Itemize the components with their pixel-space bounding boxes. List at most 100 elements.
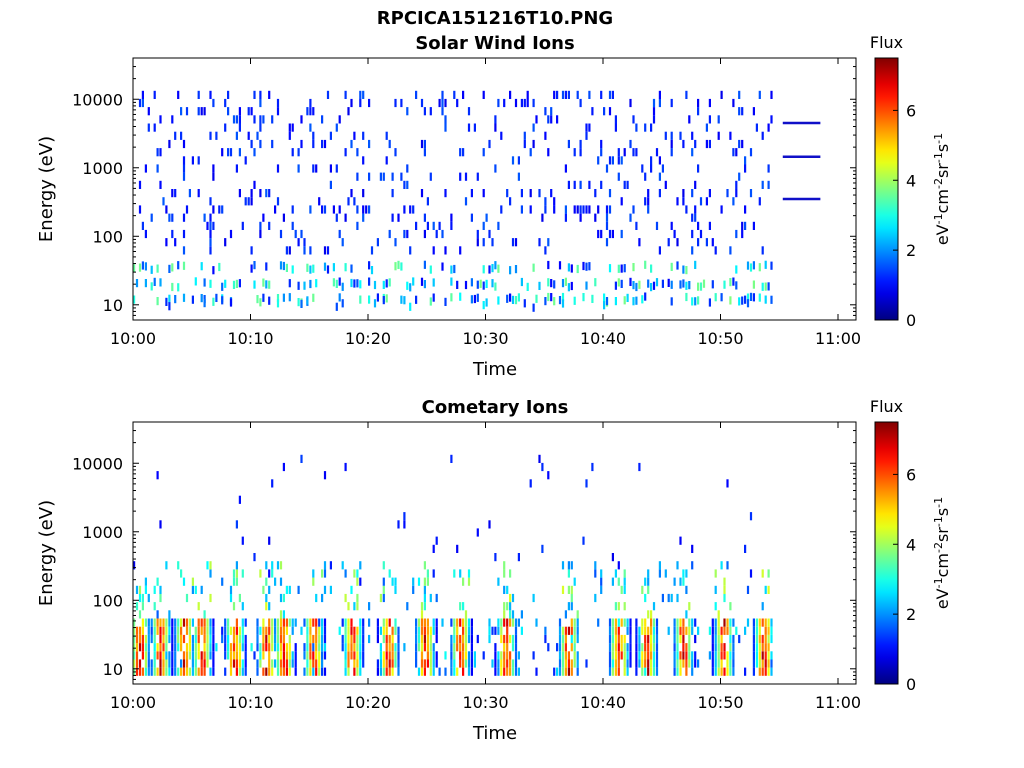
heatmap-cell — [514, 626, 518, 635]
heatmap-cell — [729, 659, 732, 668]
heatmap-cell — [250, 197, 253, 206]
heatmap-cell — [265, 189, 268, 198]
heatmap-cell — [344, 263, 347, 272]
heatmap-cell — [141, 90, 144, 99]
heatmap-cell — [165, 659, 168, 668]
heatmap-cell — [335, 123, 338, 132]
heatmap-cell — [238, 107, 241, 116]
heatmap-cell — [309, 626, 312, 635]
heatmap-cell — [600, 148, 603, 157]
heatmap-cell — [294, 618, 297, 627]
heatmap-cell — [229, 659, 233, 668]
heatmap-cell — [459, 618, 462, 627]
heatmap-cell — [611, 651, 614, 660]
heatmap-cell — [423, 280, 426, 289]
heatmap-cell — [235, 520, 238, 529]
heatmap-cell — [338, 626, 341, 635]
heatmap-cell — [579, 213, 582, 222]
heatmap-cell — [632, 115, 635, 124]
heatmap-cell — [420, 602, 424, 611]
heatmap-cell — [235, 667, 238, 676]
heatmap-cell — [608, 626, 612, 635]
heatmap-cell — [168, 659, 171, 668]
heatmap-cell — [770, 667, 773, 676]
heatmap-cell — [344, 213, 347, 222]
heatmap-cell — [588, 90, 591, 99]
heatmap-cell — [685, 610, 688, 619]
heatmap-cell — [153, 618, 156, 627]
heatmap-cell — [329, 180, 332, 189]
heatmap-cell — [476, 238, 479, 247]
heatmap-cell — [373, 299, 377, 308]
heatmap-cell — [682, 577, 685, 586]
heatmap-cell — [570, 626, 573, 635]
heatmap-cell — [197, 602, 200, 611]
heatmap-cell — [670, 221, 673, 230]
heatmap-cell — [259, 229, 262, 239]
heatmap-cell — [476, 634, 479, 644]
heatmap-cell — [165, 667, 168, 676]
heatmap-cell — [306, 667, 309, 676]
heatmap-cell — [353, 131, 356, 140]
heatmap-cell — [608, 667, 612, 676]
heatmap-cell — [171, 282, 174, 292]
heatmap-cell — [503, 651, 506, 660]
heatmap-cell — [623, 643, 626, 652]
heatmap-cell — [321, 634, 324, 644]
x-tick-label: 10:40 — [580, 693, 626, 712]
heatmap-cell — [758, 634, 761, 644]
heatmap-cell — [221, 205, 224, 214]
heatmap-cell — [503, 98, 506, 108]
heatmap-cell — [423, 213, 426, 222]
heatmap-cell — [432, 221, 435, 230]
heatmap-cell — [250, 189, 253, 198]
heatmap-cell — [632, 281, 635, 290]
heatmap-cell — [623, 667, 626, 676]
heatmap-cell — [629, 98, 632, 108]
heatmap-cell — [661, 279, 664, 288]
heatmap-cell — [133, 643, 136, 652]
heatmap-cell — [691, 561, 694, 570]
heatmap-cell — [682, 651, 685, 660]
heatmap-cell — [729, 667, 732, 676]
heatmap-cell — [323, 471, 327, 480]
heatmap-cell — [159, 634, 162, 644]
heatmap-cell — [752, 659, 755, 668]
heatmap-cell — [732, 651, 735, 660]
heatmap-cell — [312, 577, 315, 586]
heatmap-cell — [279, 577, 283, 586]
heatmap-cell — [682, 618, 685, 627]
heatmap-cell — [614, 281, 617, 290]
heatmap-cell — [326, 90, 330, 99]
heatmap-cell — [174, 659, 177, 668]
heatmap-cell — [191, 295, 194, 304]
heatmap-cell — [156, 618, 159, 627]
heatmap-cell — [564, 90, 567, 99]
heatmap-cell — [691, 148, 694, 157]
heatmap-cell — [253, 148, 256, 157]
heatmap-cell — [664, 131, 667, 140]
heatmap-cell — [752, 261, 755, 270]
heatmap-cell — [232, 602, 236, 611]
heatmap-cell — [144, 643, 147, 652]
heatmap-cell — [647, 569, 650, 578]
heatmap-cell — [723, 667, 726, 676]
heatmap-cell — [429, 107, 432, 116]
heatmap-cell — [561, 585, 565, 594]
panel-title-cometary: Cometary Ions — [422, 397, 569, 418]
heatmap-cell — [608, 156, 612, 165]
heatmap-cell — [359, 561, 362, 570]
heatmap-cell — [224, 667, 227, 676]
heatmap-cell — [470, 618, 473, 627]
heatmap-cell — [682, 189, 685, 198]
heatmap-cell — [473, 123, 476, 132]
heatmap-cell — [655, 278, 659, 287]
heatmap-cell — [359, 651, 362, 660]
heatmap-cell — [600, 577, 603, 586]
heatmap-cell — [456, 280, 459, 289]
heatmap-cell — [391, 643, 394, 652]
heatmap-cell — [470, 189, 473, 198]
heatmap-cell — [720, 634, 723, 644]
heatmap-cell — [720, 561, 723, 570]
heatmap-cell — [133, 264, 136, 273]
